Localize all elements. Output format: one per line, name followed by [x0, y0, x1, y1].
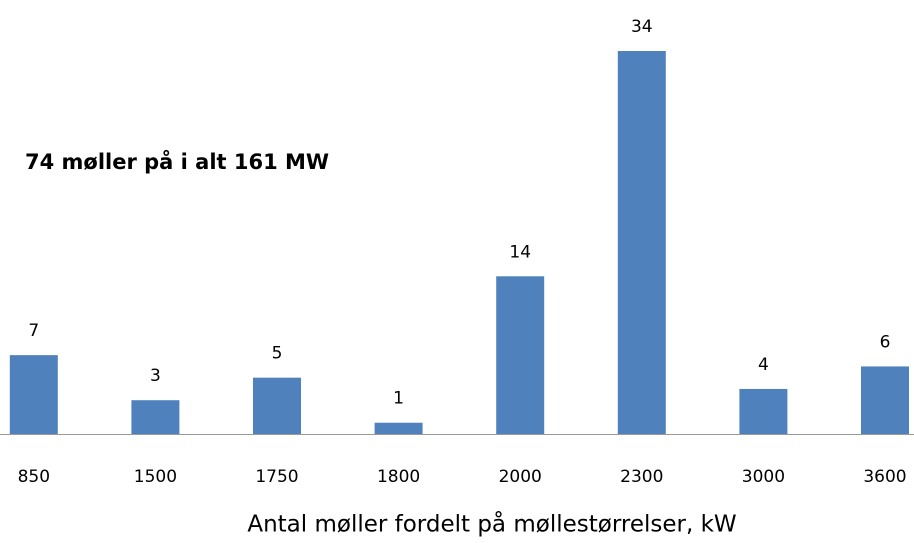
bar: [253, 377, 301, 434]
x-tick-label: 3600: [863, 467, 906, 487]
value-label: 6: [880, 332, 891, 352]
bar: [617, 51, 666, 434]
x-tick-label: 2000: [499, 467, 542, 487]
value-label: 34: [631, 17, 653, 37]
value-label: 5: [272, 344, 283, 364]
bar: [131, 400, 180, 434]
value-label: 3: [150, 366, 161, 386]
x-tick-label: 1500: [134, 467, 177, 487]
bar: [496, 276, 545, 434]
value-label: 14: [509, 242, 531, 262]
bar: [861, 366, 909, 434]
x-tick-label: 1750: [255, 467, 298, 487]
annotation: 74 møller på i alt 161 MW: [25, 149, 329, 174]
bar: [374, 422, 423, 434]
x-axis-label: Antal møller fordelt på møllestørrelser,…: [247, 510, 736, 538]
bar: [739, 388, 788, 434]
value-label: 4: [758, 355, 769, 375]
x-tick-label: 1800: [377, 467, 420, 487]
bar: [9, 355, 58, 434]
x-tick-label: 850: [18, 467, 50, 487]
x-tick-label: 3000: [742, 467, 785, 487]
x-tick-label: 2300: [620, 467, 663, 487]
value-label: 7: [28, 321, 39, 341]
value-label: 1: [393, 389, 404, 409]
